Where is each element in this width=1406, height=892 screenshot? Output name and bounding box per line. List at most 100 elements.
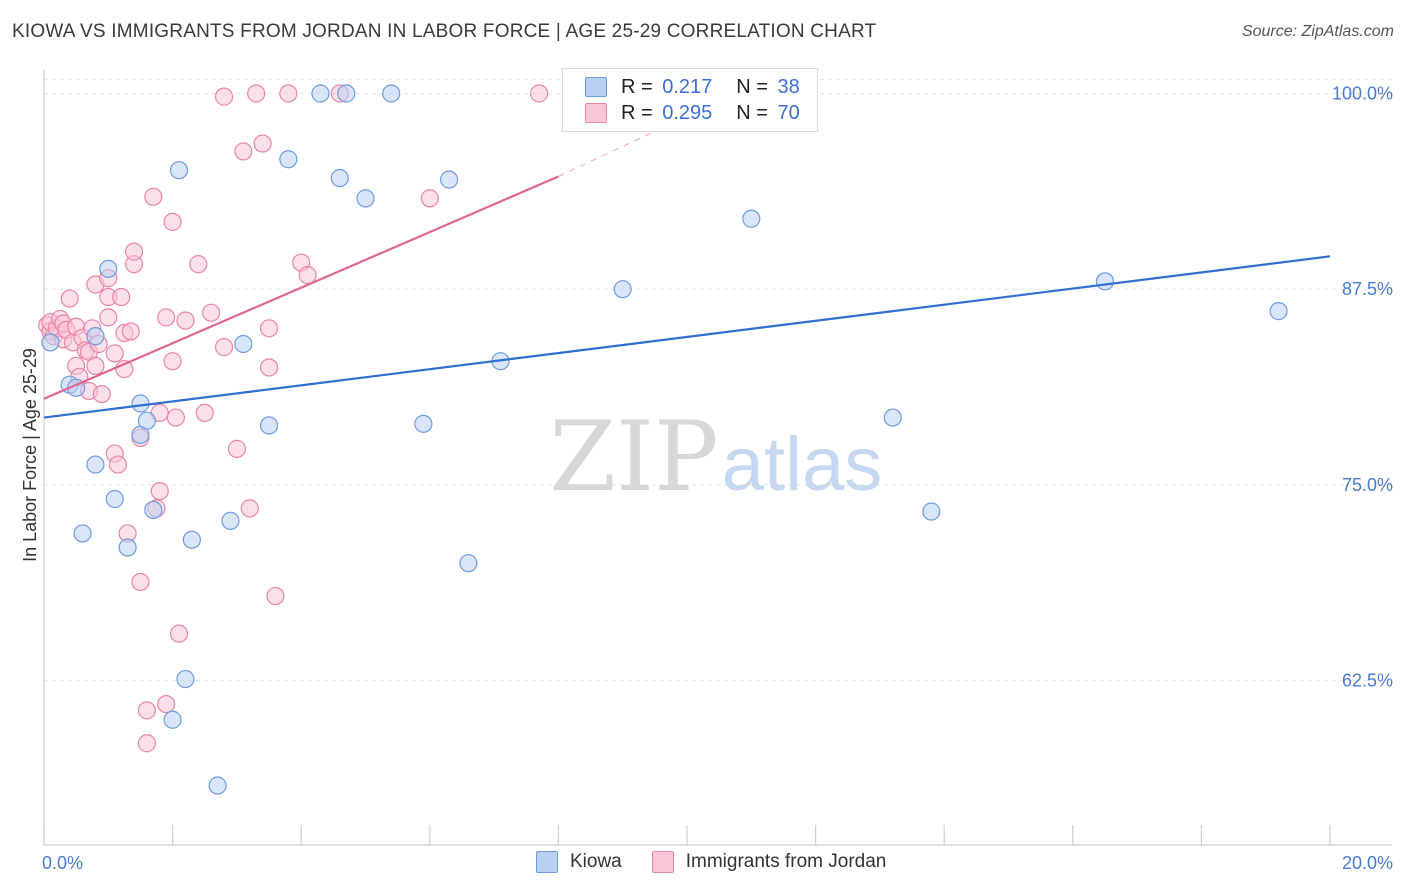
jordan-point bbox=[234, 142, 253, 161]
jordan-point bbox=[227, 439, 246, 458]
legend-r-label: R = bbox=[621, 101, 653, 124]
watermark: ZIP atlas bbox=[549, 401, 882, 513]
kiowa-point bbox=[613, 280, 632, 299]
x-tick-label: 0.0% bbox=[42, 853, 83, 873]
jordan-point bbox=[150, 482, 169, 501]
kiowa-point bbox=[459, 554, 478, 573]
jordan-point bbox=[530, 84, 549, 103]
kiowa-point bbox=[86, 327, 105, 346]
jordan-point bbox=[176, 311, 195, 330]
x-tick-label: 20.0% bbox=[1342, 853, 1393, 873]
watermark-atlas: atlas bbox=[722, 422, 883, 507]
jordan-point bbox=[240, 499, 259, 518]
legend-r-value-kiowa: 0.217 bbox=[662, 75, 713, 98]
legend-row-kiowa: R = 0.217 N = 38 bbox=[585, 74, 800, 100]
kiowa-point bbox=[414, 414, 433, 433]
kiowa-trend-line bbox=[43, 255, 1331, 419]
watermark-zip: ZIP bbox=[549, 401, 718, 513]
kiowa-point bbox=[208, 776, 227, 795]
data-points bbox=[38, 84, 1288, 795]
legend-n-label: N = bbox=[736, 101, 768, 124]
jordan-point bbox=[112, 287, 131, 307]
legend-r-value-jordan: 0.295 bbox=[662, 101, 713, 124]
jordan-point bbox=[105, 344, 124, 363]
jordan-point bbox=[144, 187, 163, 206]
jordan-point bbox=[60, 289, 79, 308]
legend-r-label: R = bbox=[621, 75, 653, 98]
jordan-point bbox=[157, 308, 176, 327]
kiowa-point bbox=[311, 84, 330, 103]
jordan-point bbox=[92, 384, 111, 404]
kiowa-point bbox=[137, 411, 156, 430]
kiowa-point bbox=[182, 530, 201, 549]
series-swatch-kiowa bbox=[536, 851, 558, 873]
kiowa-point bbox=[742, 209, 761, 228]
jordan-point bbox=[131, 572, 150, 592]
jordan-point bbox=[247, 84, 266, 103]
y-axis-label: In Labor Force | Age 25-29 bbox=[20, 348, 40, 562]
jordan-point bbox=[163, 352, 182, 371]
kiowa-point bbox=[86, 455, 105, 474]
jordan-point bbox=[214, 87, 234, 106]
jordan-point bbox=[121, 322, 140, 341]
series-legend-kiowa: Kiowa bbox=[536, 851, 622, 873]
tick-labels: 62.5% 75.0% 87.5% 100.0% 0.0% 20.0% bbox=[42, 83, 1393, 873]
kiowa-point bbox=[176, 669, 195, 689]
jordan-point bbox=[189, 255, 208, 274]
jordan-point bbox=[137, 701, 156, 720]
jordan-point bbox=[420, 189, 439, 208]
series-swatch-jordan bbox=[651, 851, 674, 873]
series-label-kiowa: Kiowa bbox=[570, 851, 622, 872]
legend-swatch-jordan bbox=[585, 103, 607, 123]
jordan-point bbox=[99, 308, 118, 327]
chart-title: KIOWA VS IMMIGRANTS FROM JORDAN IN LABOR… bbox=[12, 21, 877, 42]
series-label-jordan: Immigrants from Jordan bbox=[685, 851, 887, 872]
jordan-point bbox=[259, 358, 279, 377]
series-legend: Kiowa Immigrants from Jordan bbox=[536, 851, 916, 873]
kiowa-point bbox=[337, 84, 356, 103]
gridlines bbox=[44, 78, 1392, 682]
kiowa-point bbox=[105, 489, 124, 509]
kiowa-point bbox=[169, 161, 189, 180]
stats-legend: R = 0.217 N = 38 R = 0.295 N = 70 bbox=[562, 68, 818, 132]
kiowa-point bbox=[356, 189, 375, 208]
kiowa-point bbox=[439, 170, 459, 189]
kiowa-point bbox=[144, 500, 163, 520]
jordan-point bbox=[163, 212, 182, 231]
jordan-point bbox=[124, 242, 144, 261]
y-tick-label: 100.0% bbox=[1332, 83, 1393, 103]
jordan-point bbox=[214, 338, 234, 357]
kiowa-point bbox=[131, 394, 150, 413]
kiowa-points bbox=[41, 84, 1288, 795]
jordan-point bbox=[253, 134, 272, 153]
jordan-point bbox=[195, 403, 214, 422]
kiowa-point bbox=[221, 511, 240, 531]
series-legend-jordan: Immigrants from Jordan bbox=[651, 851, 887, 873]
jordan-point bbox=[279, 84, 298, 103]
kiowa-point bbox=[163, 710, 182, 729]
jordan-point bbox=[108, 455, 128, 474]
y-tick-label: 75.0% bbox=[1342, 475, 1393, 495]
legend-n-value-jordan: 70 bbox=[777, 101, 800, 124]
jordan-point bbox=[86, 356, 105, 376]
jordan-point bbox=[137, 734, 156, 753]
kiowa-point bbox=[922, 502, 941, 521]
y-tick-label: 87.5% bbox=[1342, 279, 1393, 299]
jordan-point bbox=[266, 586, 285, 606]
kiowa-point bbox=[883, 408, 902, 427]
legend-n-value-kiowa: 38 bbox=[777, 75, 800, 98]
axes bbox=[43, 70, 1392, 846]
kiowa-point bbox=[73, 524, 92, 543]
kiowa-point bbox=[1269, 302, 1288, 321]
legend-n-label: N = bbox=[736, 75, 768, 98]
kiowa-point bbox=[99, 259, 118, 278]
kiowa-point bbox=[234, 334, 253, 354]
jordan-point bbox=[169, 624, 189, 643]
jordan-point bbox=[298, 266, 317, 285]
source-credit: Source: ZipAtlas.com bbox=[1241, 23, 1394, 40]
y-tick-label: 62.5% bbox=[1342, 671, 1393, 691]
jordan-point bbox=[202, 303, 221, 322]
kiowa-point bbox=[259, 416, 279, 435]
kiowa-point bbox=[118, 538, 137, 557]
